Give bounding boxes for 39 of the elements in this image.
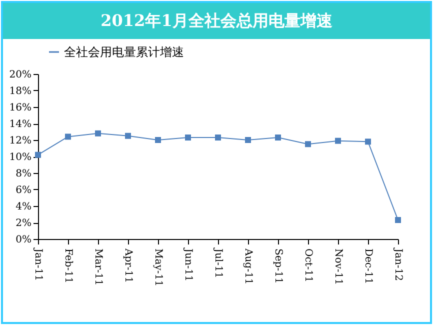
point	[35, 152, 41, 158]
point	[65, 134, 71, 140]
y-tick-label: 0%	[16, 234, 32, 246]
point	[95, 130, 101, 136]
y-tick-label: 16%	[9, 102, 32, 114]
y-tick-label: 6%	[16, 185, 32, 196]
legend-label: 全社会用电量累计增速	[64, 45, 184, 59]
point	[215, 134, 221, 141]
x-tick-label: Jan-11	[32, 248, 44, 282]
x-tick-label: Mar-11	[92, 248, 104, 286]
x-tick-label: Aug-11	[242, 248, 254, 285]
y-tick-label: 14%	[9, 119, 32, 130]
point	[365, 138, 371, 145]
point	[185, 134, 191, 141]
point	[305, 141, 311, 148]
x-tick-label: Apr-11	[122, 248, 134, 284]
point	[125, 132, 131, 139]
y-tick-label: 2%	[16, 218, 32, 229]
x-tick-label: Feb-11	[62, 248, 74, 284]
x-tick-label: Jul-11	[212, 248, 224, 278]
chart-title: 2012年1月全社会总用电量增速	[3, 3, 430, 39]
y-tick-label: 20%	[9, 70, 32, 80]
y-tick-label: 12%	[9, 136, 32, 146]
x-tick-label: Jan-12	[392, 248, 404, 282]
x-tick-label: Dec-11	[362, 248, 374, 284]
point	[155, 137, 161, 143]
x-tick-label: Nov-11	[332, 248, 344, 286]
y-tick-label: 18%	[9, 86, 32, 97]
y-tick-label: 10%	[9, 152, 32, 163]
y-tick-label: 8%	[16, 168, 32, 180]
x-tick-label: May-11	[152, 248, 164, 286]
y-tick-label: 4%	[16, 202, 32, 212]
point	[275, 134, 281, 141]
x-tick-label: Jun-11	[182, 248, 194, 282]
point	[395, 217, 401, 224]
point	[335, 138, 341, 144]
point	[245, 137, 251, 143]
x-tick-label: Sep-11	[272, 248, 284, 284]
x-tick-label: Oct-11	[302, 248, 314, 282]
